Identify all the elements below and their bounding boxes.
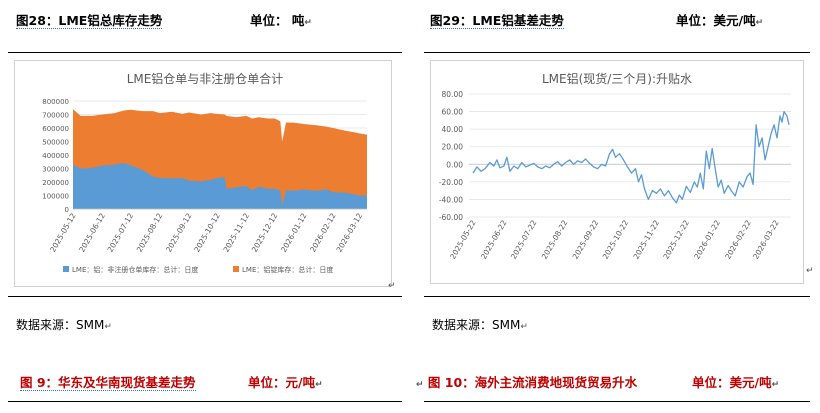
paragraph-mark: ↵ [806,266,814,276]
chart-title: LME铝仓单与非注册仓单合计 [127,71,284,86]
x-tick-label: 2025-05-22 [448,218,478,260]
y-tick-label: 200000 [42,179,69,187]
x-tick-label: 2025-12-22 [661,218,691,260]
legend-label-warehouse-stock: LME：铝锭库存：总计：日度 [242,265,333,274]
legend-label-non-registered: LME：铝：非注册仓单库存：总计：日度 [72,265,198,274]
x-tick-label: 2025-09-22 [571,218,601,260]
x-tick-label: 2026-02-12 [308,211,338,253]
lme-aluminum-stock-chart-svg: LME铝仓单与非注册仓单合计 0 100000 200000 300000 400000… [42,71,367,274]
x-tick-label: 2025-06-22 [479,218,509,260]
x-tick-label: 2026-03-22 [751,218,781,260]
x-tick-label: 2026-03-12 [335,211,365,253]
x-tick-label: 2025-07-12 [106,211,136,253]
x-tick-label: 2025-11-22 [632,218,662,260]
fig9-title: 图 9：华东及华南现货基差走势 [20,375,196,391]
fig10-unit: 单位：美元/吨↵ [692,375,780,390]
y-tick-label: -20.00 [439,178,463,187]
lme-aluminum-stock-chart: LME铝仓单与非注册仓单合计 0 100000 200000 300000 400000… [14,60,392,287]
fig29-title: 图29：LME铝基差走势 [430,13,564,29]
fig9-unit: 单位：元/吨↵ [248,375,323,390]
x-tick-label: 2025-10-12 [192,211,222,253]
y-tick-label: 60.00 [442,108,464,117]
y-tick-label: 40.00 [442,125,464,134]
x-tick-label: 2025-09-12 [164,211,194,253]
fig10-caption: ↵ 图 10：海外主流消费地现货贸易升水 [416,372,637,391]
y-tick-label: -60.00 [439,213,463,222]
x-tick-label: 2026-01-12 [279,211,309,253]
x-tick-label: 2026-02-22 [723,218,753,260]
fig28-unit: 单位： 吨↵ [250,13,312,28]
paragraph-mark: ↵ [304,18,312,28]
x-tick-label: 2025-11-12 [222,211,252,253]
y-tick-label: -40.00 [439,195,463,204]
y-tick-label: 400000 [42,152,69,160]
x-tick-label: 2025-12-12 [250,211,280,253]
y-tick-label: 700000 [42,112,69,120]
area-series-non-registered [73,163,367,209]
paragraph-mark: ↵ [388,281,396,291]
lme-aluminum-spread-chart: LME铝(现货/三个月):升贴水 -60.00 -40.00 -20.00 0.00 2… [430,60,804,284]
fig28-caption: 图28：LME铝总库存走势 [16,10,163,29]
paragraph-mark: ↵ [416,380,424,390]
x-tick-label: 2025-08-12 [135,211,165,253]
bottom-rule-left [8,401,402,402]
chart-legend: LME：铝：非注册仓单库存：总计：日度 LME：铝锭库存：总计：日度 [63,265,333,274]
x-tick-label: 2025-07-22 [509,218,539,260]
x-tick-label: 2025-06-12 [77,211,107,253]
chart-title: LME铝(现货/三个月):升贴水 [542,71,692,86]
fig29-caption: 图29：LME铝基差走势 [430,10,564,29]
y-tick-label: 0 [65,206,69,214]
top-rule-right [424,52,810,53]
y-tick-label: 500000 [42,139,69,147]
y-tick-label: 80.00 [442,90,464,99]
top-rule-left [8,52,402,53]
paragraph-mark: ↵ [755,18,764,28]
y-tick-label: 100000 [42,193,69,201]
legend-swatch-orange [233,266,239,272]
y-tick-label: 300000 [42,166,69,174]
paragraph-mark: ↵ [520,322,528,332]
x-tick-label: 2025-05-12 [48,211,78,253]
x-tick-label: 2026-01-22 [692,218,722,260]
mid-rule-left [8,296,402,297]
line-series-spread [472,110,790,204]
x-tick-label: 2025-08-22 [540,218,570,260]
lme-aluminum-spread-chart-svg: LME铝(现货/三个月):升贴水 -60.00 -40.00 -20.00 0.00 2… [439,71,791,261]
y-tick-label: 0.00 [446,160,463,169]
bottom-rule-right [424,401,810,402]
y-tick-label: 800000 [42,98,69,106]
paragraph-mark: ↵ [315,380,323,390]
x-tick-label: 2025-10-22 [601,218,631,260]
y-tick-label: 600000 [42,125,69,133]
data-source-right: 数据来源：SMM↵ [432,318,528,332]
fig28-title: 图28：LME铝总库存走势 [16,13,163,29]
paragraph-mark: ↵ [104,322,112,332]
legend-swatch-blue [63,266,69,272]
data-source-left: 数据来源：SMM↵ [16,318,112,332]
mid-rule-right [424,296,810,297]
paragraph-mark: ↵ [771,380,780,390]
fig29-unit: 单位：美元/吨↵ [676,13,764,28]
y-tick-label: 20.00 [442,143,464,152]
fig10-title: 图 10：海外主流消费地现货贸易升水 [427,375,638,390]
fig9-caption: 图 9：华东及华南现货基差走势 [20,372,196,391]
